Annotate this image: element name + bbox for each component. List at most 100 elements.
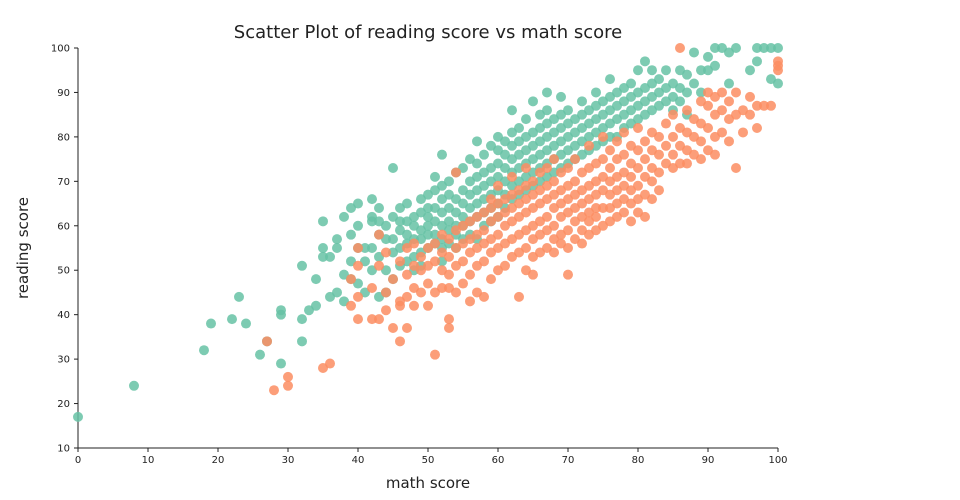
scatter-point — [633, 123, 643, 133]
scatter-point — [451, 287, 461, 298]
scatter-point — [227, 314, 237, 325]
scatter-point — [353, 260, 363, 271]
scatter-point — [675, 43, 685, 53]
scatter-point — [619, 127, 629, 138]
scatter-point — [346, 300, 356, 311]
y-tick-label: 100 — [51, 44, 70, 55]
scatter-point — [353, 243, 363, 253]
scatter-point — [444, 234, 454, 245]
scatter-point — [430, 256, 440, 267]
scatter-point — [549, 176, 559, 187]
scatter-point — [591, 211, 601, 222]
scatter-point — [563, 269, 573, 280]
scatter-point — [766, 100, 776, 111]
scatter-point — [486, 274, 496, 285]
scatter-point — [297, 260, 307, 271]
scatter-point — [381, 287, 391, 298]
scatter-point — [759, 43, 769, 53]
scatter-point — [752, 123, 762, 133]
scatter-point — [521, 163, 531, 173]
scatter-point — [626, 171, 636, 182]
scatter-point — [367, 283, 377, 293]
scatter-point — [717, 105, 727, 116]
y-tick-label: 30 — [57, 355, 70, 366]
scatter-point — [129, 380, 139, 391]
scatter-point — [759, 100, 769, 111]
scatter-point — [640, 56, 650, 67]
x-axis-title: math score — [386, 474, 470, 492]
scatter-point — [374, 203, 384, 213]
scatter-point — [500, 260, 510, 271]
scatter-point — [605, 163, 615, 173]
scatter-point — [444, 314, 454, 325]
x-tick-label: 70 — [562, 455, 575, 466]
scatter-point — [731, 87, 741, 98]
scatter-point — [633, 145, 643, 156]
scatter-point — [381, 220, 391, 231]
scatter-point — [654, 167, 664, 178]
scatter-point — [640, 154, 650, 165]
scatter-point — [542, 163, 552, 173]
scatter-point — [423, 278, 433, 289]
scatter-point — [479, 291, 489, 302]
scatter-point — [647, 65, 657, 76]
scatter-point — [283, 371, 293, 382]
scatter-point — [654, 74, 664, 85]
scatter-point — [507, 171, 517, 182]
scatter-point — [332, 234, 342, 245]
scatter-point — [661, 118, 671, 129]
scatter-point — [353, 220, 363, 231]
y-tick-label: 20 — [57, 399, 70, 410]
scatter-point — [696, 154, 706, 165]
scatter-point — [633, 180, 643, 191]
scatter-point — [297, 314, 307, 325]
scatter-point — [703, 123, 713, 133]
scatter-point — [332, 243, 342, 253]
scatter-point — [472, 136, 482, 147]
scatter-point — [479, 225, 489, 236]
scatter-point — [367, 243, 377, 253]
scatter-point — [521, 243, 531, 253]
scatter-point — [381, 247, 391, 258]
scatter-point — [318, 243, 328, 253]
scatter-point — [703, 51, 713, 62]
scatter-point — [458, 278, 468, 289]
scatter-point — [556, 91, 566, 102]
scatter-point — [528, 269, 538, 280]
chart-title: Scatter Plot of reading score vs math sc… — [234, 22, 622, 43]
scatter-point — [563, 225, 573, 236]
scatter-point — [577, 96, 587, 107]
scatter-point — [682, 158, 692, 169]
scatter-point — [507, 105, 517, 116]
scatter-point — [353, 198, 363, 209]
scatter-point — [605, 145, 615, 156]
scatter-point — [465, 269, 475, 280]
scatter-point — [514, 291, 524, 302]
scatter-point — [430, 238, 440, 249]
scatter-point — [395, 256, 405, 267]
scatter-point — [598, 131, 608, 142]
scatter-point — [542, 211, 552, 222]
scatter-point — [409, 238, 419, 249]
scatter-point — [661, 65, 671, 76]
scatter-point — [675, 158, 685, 169]
scatter-point — [654, 185, 664, 196]
scatter-point — [388, 323, 398, 333]
scatter-point — [675, 96, 685, 107]
scatter-point — [542, 105, 552, 116]
scatter-point — [444, 176, 454, 187]
scatter-point — [395, 336, 405, 347]
plot-area: 0 10 20 30 40 50 60 70 80 90 100 10 20 30 40 50 60 70 80 90… — [51, 43, 788, 466]
scatter-point — [458, 256, 468, 267]
scatter-point — [542, 87, 552, 98]
y-axis-title: reading score — [14, 197, 32, 299]
scatter-point — [619, 207, 629, 218]
scatter-point — [332, 287, 342, 298]
scatter-point — [731, 163, 741, 173]
scatter-point — [444, 323, 454, 333]
scatter-point — [353, 314, 363, 325]
scatter-point — [374, 260, 384, 271]
scatter-point — [451, 167, 461, 178]
scatter-point — [199, 345, 209, 356]
